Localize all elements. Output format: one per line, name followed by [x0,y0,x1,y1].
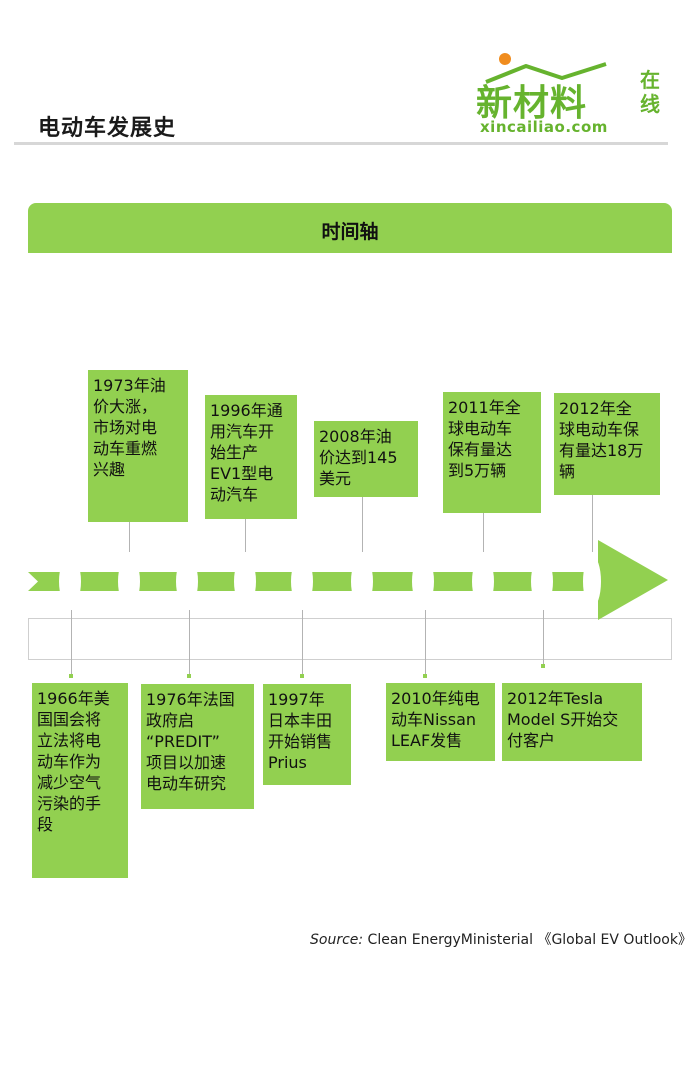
source-note: Source: Clean EnergyMinisterial 《Global … [310,929,692,949]
timeline-track-box [28,618,672,660]
logo-roof-icon [485,62,607,84]
event-box-1966: 1966年美 国国会将 立法将电 动车作为 减少空气 污染的手 段 [32,683,128,878]
connector-line [362,497,363,552]
logo-dot-icon [499,53,511,65]
connector-line [592,495,593,552]
event-box-1997: 1997年 日本丰田 开始销售 Prius [263,684,351,785]
connector-line [129,522,130,552]
logo-url: xincailiao.com [480,118,608,136]
timeline-band: 时间轴 [28,203,672,253]
connector-line [189,610,190,676]
connector-tick [187,674,191,678]
source-label: Source: [310,932,364,948]
event-box-2012-tesla: 2012年Tesla Model S开始交 付客户 [502,683,642,761]
connector-tick [300,674,304,678]
event-box-1973: 1973年油 价大涨， 市场对电 动车重燃 兴趣 [88,370,188,522]
event-box-2012-total: 2012年全 球电动车保 有量达18万 辆 [554,393,660,495]
event-box-2008: 2008年油 价达到145 美元 [314,421,418,497]
event-box-2011: 2011年全 球电动车 保有量达 到5万辆 [443,392,541,513]
logo-side-text: 在线 [640,68,660,116]
page-title: 电动车发展史 [38,116,177,141]
timeline-arrow [28,540,668,620]
connector-line [543,610,544,666]
timeline-band-label: 时间轴 [321,221,379,243]
event-box-2010: 2010年纯电 动车Nissan LEAF发售 [386,683,495,761]
event-box-1976: 1976年法国 政府启 “PREDIT” 项目以加速 电动车研究 [141,684,254,809]
timeline-arrow-shape [28,540,668,620]
connector-line [71,610,72,676]
connector-tick [69,674,73,678]
source-text: Clean EnergyMinisterial 《Global EV Outlo… [363,932,692,948]
header-divider [14,142,668,145]
connector-line [425,610,426,676]
connector-tick [541,664,545,668]
brand-logo: 新材料 在线 xincailiao.com [474,50,674,142]
connector-line [245,519,246,552]
connector-line [483,513,484,552]
logo-main-text: 新材料 [476,83,588,124]
event-box-1996: 1996年通 用汽车开 始生产 EV1型电 动汽车 [205,395,297,519]
connector-tick [423,674,427,678]
connector-line [302,610,303,676]
timeline-arrow-notches [59,555,601,608]
